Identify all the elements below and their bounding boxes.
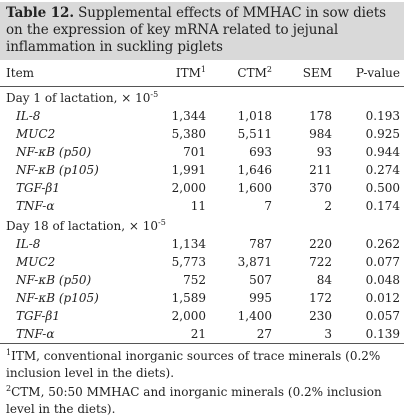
cell-ctm: 7 bbox=[264, 199, 272, 213]
cell-ctm: 3,871 bbox=[237, 255, 272, 269]
cell-itm: 701 bbox=[183, 145, 206, 159]
cell-pvalue: 0.262 bbox=[365, 237, 400, 251]
cell-itm: 1,134 bbox=[171, 237, 206, 251]
cell-sem: 220 bbox=[309, 237, 332, 251]
row-label: IL-8 bbox=[16, 237, 41, 251]
cell-pvalue: 0.012 bbox=[365, 291, 400, 305]
row-label: TGF-β1 bbox=[16, 181, 61, 195]
cell-pvalue: 0.925 bbox=[365, 127, 400, 141]
footnote-mark: 2 bbox=[6, 384, 12, 393]
footnotes: 1ITM, conventional inorganic sources of … bbox=[0, 344, 404, 418]
cell-ctm: 1,600 bbox=[237, 181, 272, 195]
section-row: Day 1 of lactation, × 10-5 bbox=[0, 87, 404, 108]
cell-pvalue: 0.077 bbox=[365, 255, 400, 269]
table-caption: Table 12. Supplemental effects of MMHAC … bbox=[0, 2, 404, 60]
cell-ctm: 1,018 bbox=[237, 109, 272, 123]
cell-ctm: 1,400 bbox=[237, 309, 272, 323]
row-label: MUC2 bbox=[16, 255, 56, 269]
cell-ctm: 27 bbox=[256, 327, 272, 341]
cell-ctm: 693 bbox=[249, 145, 272, 159]
table-row: MUC2 5,380 5,511 984 0.925 bbox=[0, 125, 404, 143]
cell-ctm: 995 bbox=[249, 291, 272, 305]
table-number: Table 12. bbox=[6, 5, 74, 21]
header-pvalue: P-value bbox=[336, 60, 404, 87]
header-itm: ITM1 bbox=[132, 60, 210, 87]
caption-text: Supplemental effects of MMHAC in sow die… bbox=[6, 5, 386, 55]
cell-pvalue: 0.193 bbox=[365, 109, 400, 123]
row-label: NF-κB (p50) bbox=[16, 145, 92, 159]
footnote-text: ITM, conventional inorganic sources of t… bbox=[6, 349, 381, 380]
data-table: Item ITM1 CTM2 SEM P-value Day 1 of lact… bbox=[0, 60, 404, 343]
table-row: NF-κB (p105) 1,589 995 172 0.012 bbox=[0, 289, 404, 307]
table-row: TGF-β1 2,000 1,400 230 0.057 bbox=[0, 307, 404, 325]
cell-itm: 1,991 bbox=[171, 163, 206, 177]
footnote: 2CTM, 50:50 MMHAC and inorganic minerals… bbox=[6, 384, 398, 418]
cell-ctm: 787 bbox=[249, 237, 272, 251]
cell-pvalue: 0.174 bbox=[365, 199, 400, 213]
cell-pvalue: 0.057 bbox=[365, 309, 400, 323]
cell-sem: 230 bbox=[309, 309, 332, 323]
header-row: Item ITM1 CTM2 SEM P-value bbox=[0, 60, 404, 87]
cell-pvalue: 0.274 bbox=[365, 163, 400, 177]
cell-itm: 2,000 bbox=[171, 181, 206, 195]
cell-itm: 5,380 bbox=[171, 127, 206, 141]
footnote-mark: 1 bbox=[6, 348, 12, 357]
row-label: NF-κB (p105) bbox=[16, 163, 99, 177]
cell-sem: 178 bbox=[309, 109, 332, 123]
cell-ctm: 5,511 bbox=[237, 127, 272, 141]
section-row: Day 18 of lactation, × 10-5 bbox=[0, 215, 404, 235]
cell-itm: 1,344 bbox=[171, 109, 206, 123]
cell-sem: 3 bbox=[324, 327, 332, 341]
cell-pvalue: 0.944 bbox=[365, 145, 400, 159]
row-label: TNF-α bbox=[16, 199, 55, 213]
table-row: IL-8 1,134 787 220 0.262 bbox=[0, 235, 404, 253]
cell-ctm: 1,646 bbox=[237, 163, 272, 177]
header-item: Item bbox=[0, 60, 132, 87]
cell-sem: 984 bbox=[309, 127, 332, 141]
cell-pvalue: 0.048 bbox=[365, 273, 400, 287]
cell-itm: 21 bbox=[190, 327, 206, 341]
row-label: NF-κB (p105) bbox=[16, 291, 99, 305]
cell-itm: 5,773 bbox=[171, 255, 206, 269]
header-ctm: CTM2 bbox=[210, 60, 276, 87]
section-title: Day 1 of lactation, × 10-5 bbox=[6, 90, 159, 106]
cell-pvalue: 0.139 bbox=[365, 327, 400, 341]
cell-ctm: 507 bbox=[249, 273, 272, 287]
table-row: NF-κB (p105) 1,991 1,646 211 0.274 bbox=[0, 161, 404, 179]
footnote: 1ITM, conventional inorganic sources of … bbox=[6, 348, 398, 382]
table-row: TGF-β1 2,000 1,600 370 0.500 bbox=[0, 179, 404, 197]
cell-pvalue: 0.500 bbox=[365, 181, 400, 195]
cell-sem: 722 bbox=[309, 255, 332, 269]
cell-itm: 2,000 bbox=[171, 309, 206, 323]
section-title: Day 18 of lactation, × 10-5 bbox=[6, 218, 166, 234]
table-bottom-rule bbox=[0, 343, 404, 344]
row-label: NF-κB (p50) bbox=[16, 273, 92, 287]
row-label: TNF-α bbox=[16, 327, 55, 341]
cell-itm: 752 bbox=[183, 273, 206, 287]
table-body: Day 1 of lactation, × 10-5 IL-8 1,344 1,018… bbox=[0, 87, 404, 344]
row-label: IL-8 bbox=[16, 109, 41, 123]
cell-sem: 2 bbox=[324, 199, 332, 213]
table-row: TNF-α 21 27 3 0.139 bbox=[0, 325, 404, 343]
row-label: TGF-β1 bbox=[16, 309, 61, 323]
table-row: NF-κB (p50) 701 693 93 0.944 bbox=[0, 143, 404, 161]
cell-sem: 211 bbox=[309, 163, 332, 177]
table-row: NF-κB (p50) 752 507 84 0.048 bbox=[0, 271, 404, 289]
cell-sem: 370 bbox=[309, 181, 332, 195]
table-row: MUC2 5,773 3,871 722 0.077 bbox=[0, 253, 404, 271]
header-sem: SEM bbox=[276, 60, 336, 87]
cell-sem: 84 bbox=[316, 273, 332, 287]
cell-itm: 11 bbox=[190, 199, 206, 213]
footnote-text: CTM, 50:50 MMHAC and inorganic minerals … bbox=[6, 385, 382, 416]
row-label: MUC2 bbox=[16, 127, 56, 141]
cell-itm: 1,589 bbox=[171, 291, 206, 305]
table-row: TNF-α 11 7 2 0.174 bbox=[0, 197, 404, 215]
cell-sem: 172 bbox=[309, 291, 332, 305]
cell-sem: 93 bbox=[316, 145, 332, 159]
table-row: IL-8 1,344 1,018 178 0.193 bbox=[0, 107, 404, 125]
